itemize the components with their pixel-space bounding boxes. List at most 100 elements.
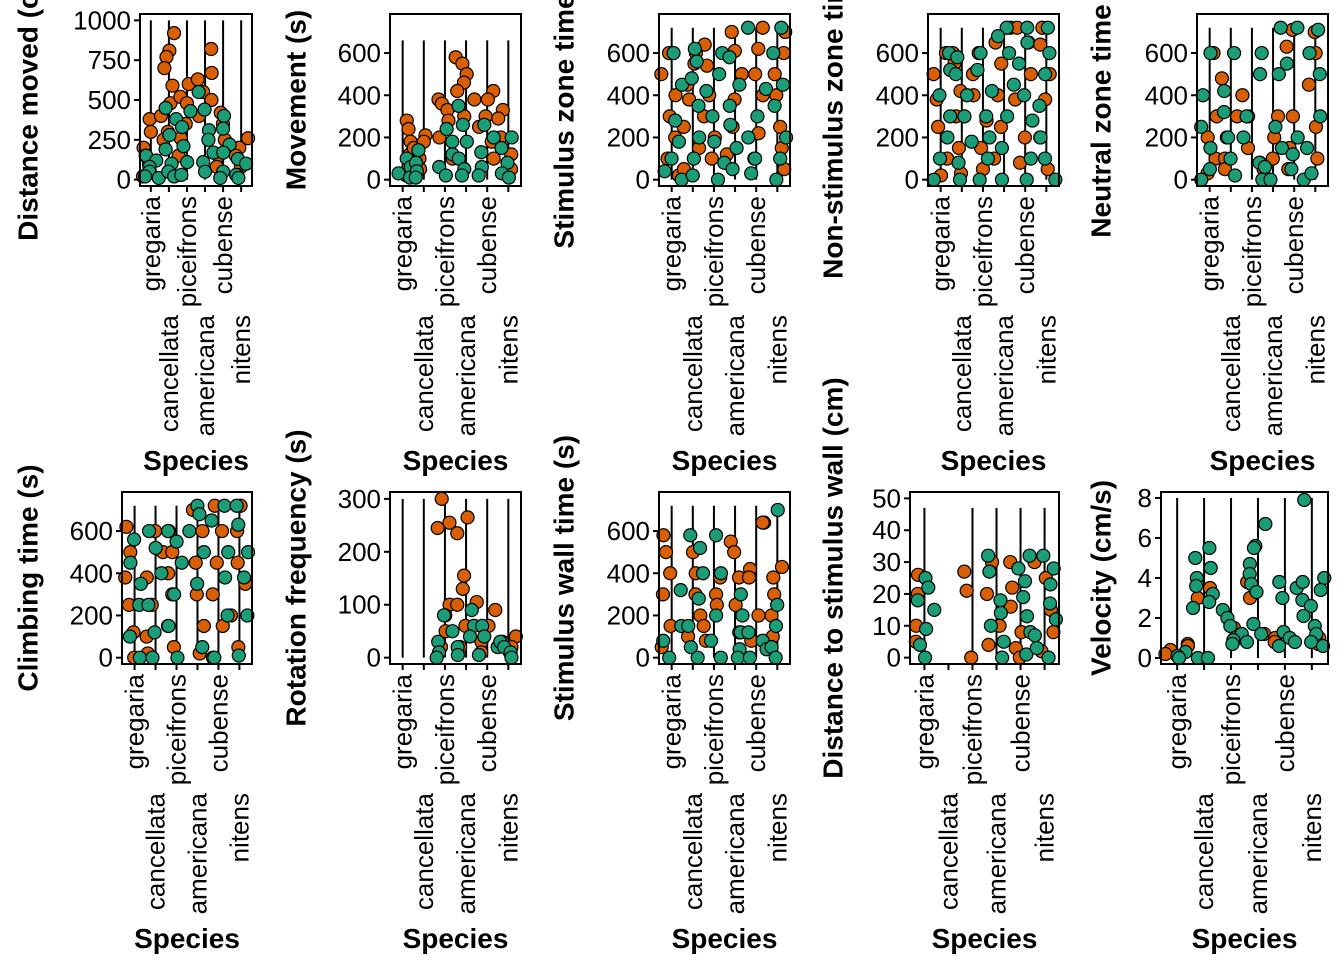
- data-point: [767, 98, 782, 113]
- data-point: [751, 608, 766, 623]
- data-point: [216, 108, 232, 124]
- data-point: [769, 172, 784, 187]
- data-point: [1011, 56, 1027, 71]
- data-point: [1285, 147, 1300, 162]
- data-point: [1017, 130, 1032, 145]
- data-point: [220, 608, 235, 623]
- data-point: [755, 20, 770, 35]
- data-point: [1022, 548, 1037, 563]
- data-point: [972, 172, 987, 187]
- y-tick-label: 500: [88, 85, 131, 115]
- y-tick-label: 50: [872, 483, 901, 513]
- data-point: [1273, 20, 1288, 35]
- data-point: [1025, 113, 1040, 128]
- data-point: [1227, 168, 1243, 183]
- data-point: [488, 602, 503, 618]
- data-point: [436, 608, 452, 623]
- data-point: [981, 548, 996, 563]
- data-point: [1268, 119, 1283, 135]
- data-point: [710, 172, 726, 187]
- panel: 0 100 200 300 gregaria cancellata piceifrons am…: [280, 429, 523, 954]
- panel-border: [909, 491, 1060, 665]
- data-point: [132, 650, 147, 665]
- data-point: [1246, 540, 1262, 556]
- data-point: [176, 139, 191, 154]
- data-point: [174, 167, 189, 182]
- y-tick-label: 100: [338, 590, 381, 620]
- data-point: [691, 98, 706, 113]
- panel: 0 2 4 6 8 gregaria cancellata piceifrons america…: [1085, 480, 1332, 954]
- y-tick-label: 600: [607, 38, 650, 68]
- data-point: [748, 67, 763, 82]
- data-point: [994, 56, 1009, 71]
- data-point: [722, 50, 737, 65]
- data-point: [1304, 634, 1319, 650]
- x-tick-label: americana: [1243, 792, 1273, 914]
- x-tick-label: piceifrons: [957, 674, 987, 785]
- data-point: [951, 140, 967, 156]
- data-point: [157, 61, 172, 76]
- data-point: [126, 532, 142, 547]
- x-tick-label: cubense: [472, 196, 502, 294]
- x-tick-label: piceifrons: [172, 196, 202, 307]
- data-point: [486, 151, 501, 166]
- x-tick-label: gregaria: [657, 673, 687, 769]
- data-point: [174, 119, 190, 135]
- data-point: [1023, 67, 1038, 82]
- data-point: [1313, 582, 1328, 598]
- y-tick-label: 0: [99, 643, 113, 673]
- data-point: [770, 502, 785, 518]
- y-tick-label: 200: [607, 600, 650, 630]
- data-point: [993, 605, 1008, 621]
- data-point: [1254, 626, 1269, 642]
- x-axis-title: Species: [1192, 923, 1298, 954]
- data-point: [119, 519, 134, 534]
- data-point: [460, 510, 475, 525]
- data-point: [190, 72, 205, 87]
- data-point: [480, 92, 495, 107]
- data-point: [948, 67, 963, 82]
- data-point: [1203, 140, 1218, 156]
- data-point: [1023, 151, 1038, 166]
- data-point: [1171, 650, 1187, 666]
- data-point: [1272, 574, 1287, 590]
- data-point: [993, 593, 1008, 608]
- panel-border: [389, 13, 522, 187]
- x-tick-label: gregaria: [388, 195, 418, 291]
- data-point: [741, 130, 756, 145]
- data-point: [1239, 634, 1255, 650]
- data-point: [724, 24, 739, 40]
- data-point: [216, 145, 231, 160]
- data-point: [229, 498, 244, 513]
- data-point: [1195, 88, 1211, 103]
- data-point: [691, 591, 706, 606]
- x-tick-label: gregaria: [120, 673, 150, 769]
- data-point: [462, 629, 478, 644]
- y-tick-label: 400: [876, 80, 919, 110]
- data-point: [926, 172, 941, 187]
- data-point: [1003, 599, 1018, 614]
- x-tick-label: nitens: [493, 793, 523, 862]
- data-point: [434, 491, 449, 506]
- x-tick-label: nitens: [762, 793, 792, 862]
- y-axis-title: Stimulus zone time (s): [548, 0, 579, 249]
- data-point: [137, 169, 153, 184]
- data-point: [668, 113, 683, 128]
- data-point: [712, 67, 727, 82]
- data-point: [950, 50, 965, 65]
- data-point: [703, 633, 719, 648]
- x-tick-label: gregaria: [388, 673, 418, 769]
- data-point: [1043, 577, 1058, 592]
- data-point: [692, 540, 708, 556]
- data-point: [981, 637, 996, 652]
- y-tick-label: 750: [88, 45, 131, 75]
- data-point: [486, 130, 501, 145]
- y-tick-label: 10: [872, 611, 901, 641]
- data-point: [959, 88, 975, 103]
- data-point: [713, 650, 728, 665]
- data-point: [663, 566, 678, 581]
- data-point: [141, 523, 157, 539]
- data-point: [657, 164, 672, 179]
- data-point: [196, 545, 211, 560]
- data-point: [1038, 67, 1053, 82]
